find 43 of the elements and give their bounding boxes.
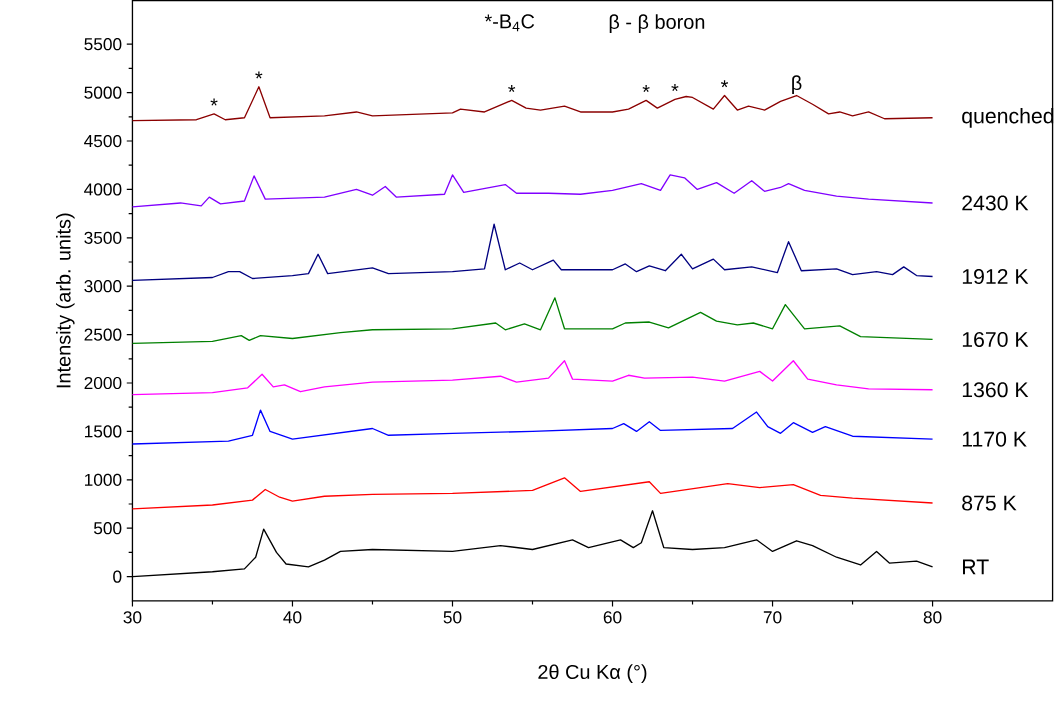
annotation: β bbox=[792, 75, 802, 94]
annotation: β - β boron bbox=[609, 14, 705, 33]
annotation: * bbox=[642, 84, 650, 92]
x-tick-label: 50 bbox=[443, 610, 462, 624]
series-label: 1912 K bbox=[962, 268, 1029, 284]
y-tick-label: 4000 bbox=[84, 183, 122, 196]
annotation: * bbox=[508, 84, 516, 92]
series-label: 1670 K bbox=[962, 331, 1029, 347]
y-tick-label: 1000 bbox=[85, 473, 122, 486]
line-series bbox=[131, 174, 934, 208]
series-label: RT bbox=[963, 559, 989, 575]
line-series bbox=[131, 296, 934, 344]
x-tick-label: 40 bbox=[283, 610, 302, 624]
line-series bbox=[131, 409, 934, 445]
series-label: 2430 K bbox=[962, 195, 1029, 211]
x-tick-label: 30 bbox=[123, 610, 142, 624]
line-series bbox=[131, 223, 934, 281]
series-label: quenched bbox=[962, 107, 1054, 128]
y-tick-label: 2500 bbox=[84, 328, 122, 341]
series-label: 875 K bbox=[962, 495, 1017, 511]
line-series bbox=[131, 477, 934, 510]
y-tick-label: 2000 bbox=[84, 376, 122, 389]
y-tick-label: 3000 bbox=[84, 279, 122, 293]
series-label: 1170 K bbox=[962, 431, 1027, 447]
y-tick-label: 3500 bbox=[84, 231, 122, 244]
y-tick-label: 1500 bbox=[85, 425, 122, 438]
x-axis-title: 2θ Cu Kα (°) bbox=[538, 664, 647, 683]
series-label: 1360 K bbox=[962, 382, 1029, 398]
x-tick-label: 60 bbox=[603, 610, 622, 624]
x-tick-label: 80 bbox=[923, 610, 942, 624]
y-tick-label: 5000 bbox=[84, 86, 122, 99]
y-tick-label: 0 bbox=[113, 570, 122, 583]
y-tick-label: 4500 bbox=[84, 134, 122, 147]
annotation: * bbox=[720, 80, 729, 88]
annotation: * bbox=[671, 83, 679, 91]
annotation: *-B$_{4}$C bbox=[484, 14, 535, 32]
y-tick-label: 500 bbox=[93, 521, 122, 535]
y-tick-label: 5500 bbox=[84, 37, 122, 51]
line-series bbox=[131, 359, 934, 396]
annotation: * bbox=[210, 98, 218, 106]
x-tick-label: 70 bbox=[763, 610, 782, 624]
y-axis-title: Intensity (arb. units) bbox=[56, 213, 75, 388]
annotation: * bbox=[255, 71, 263, 79]
